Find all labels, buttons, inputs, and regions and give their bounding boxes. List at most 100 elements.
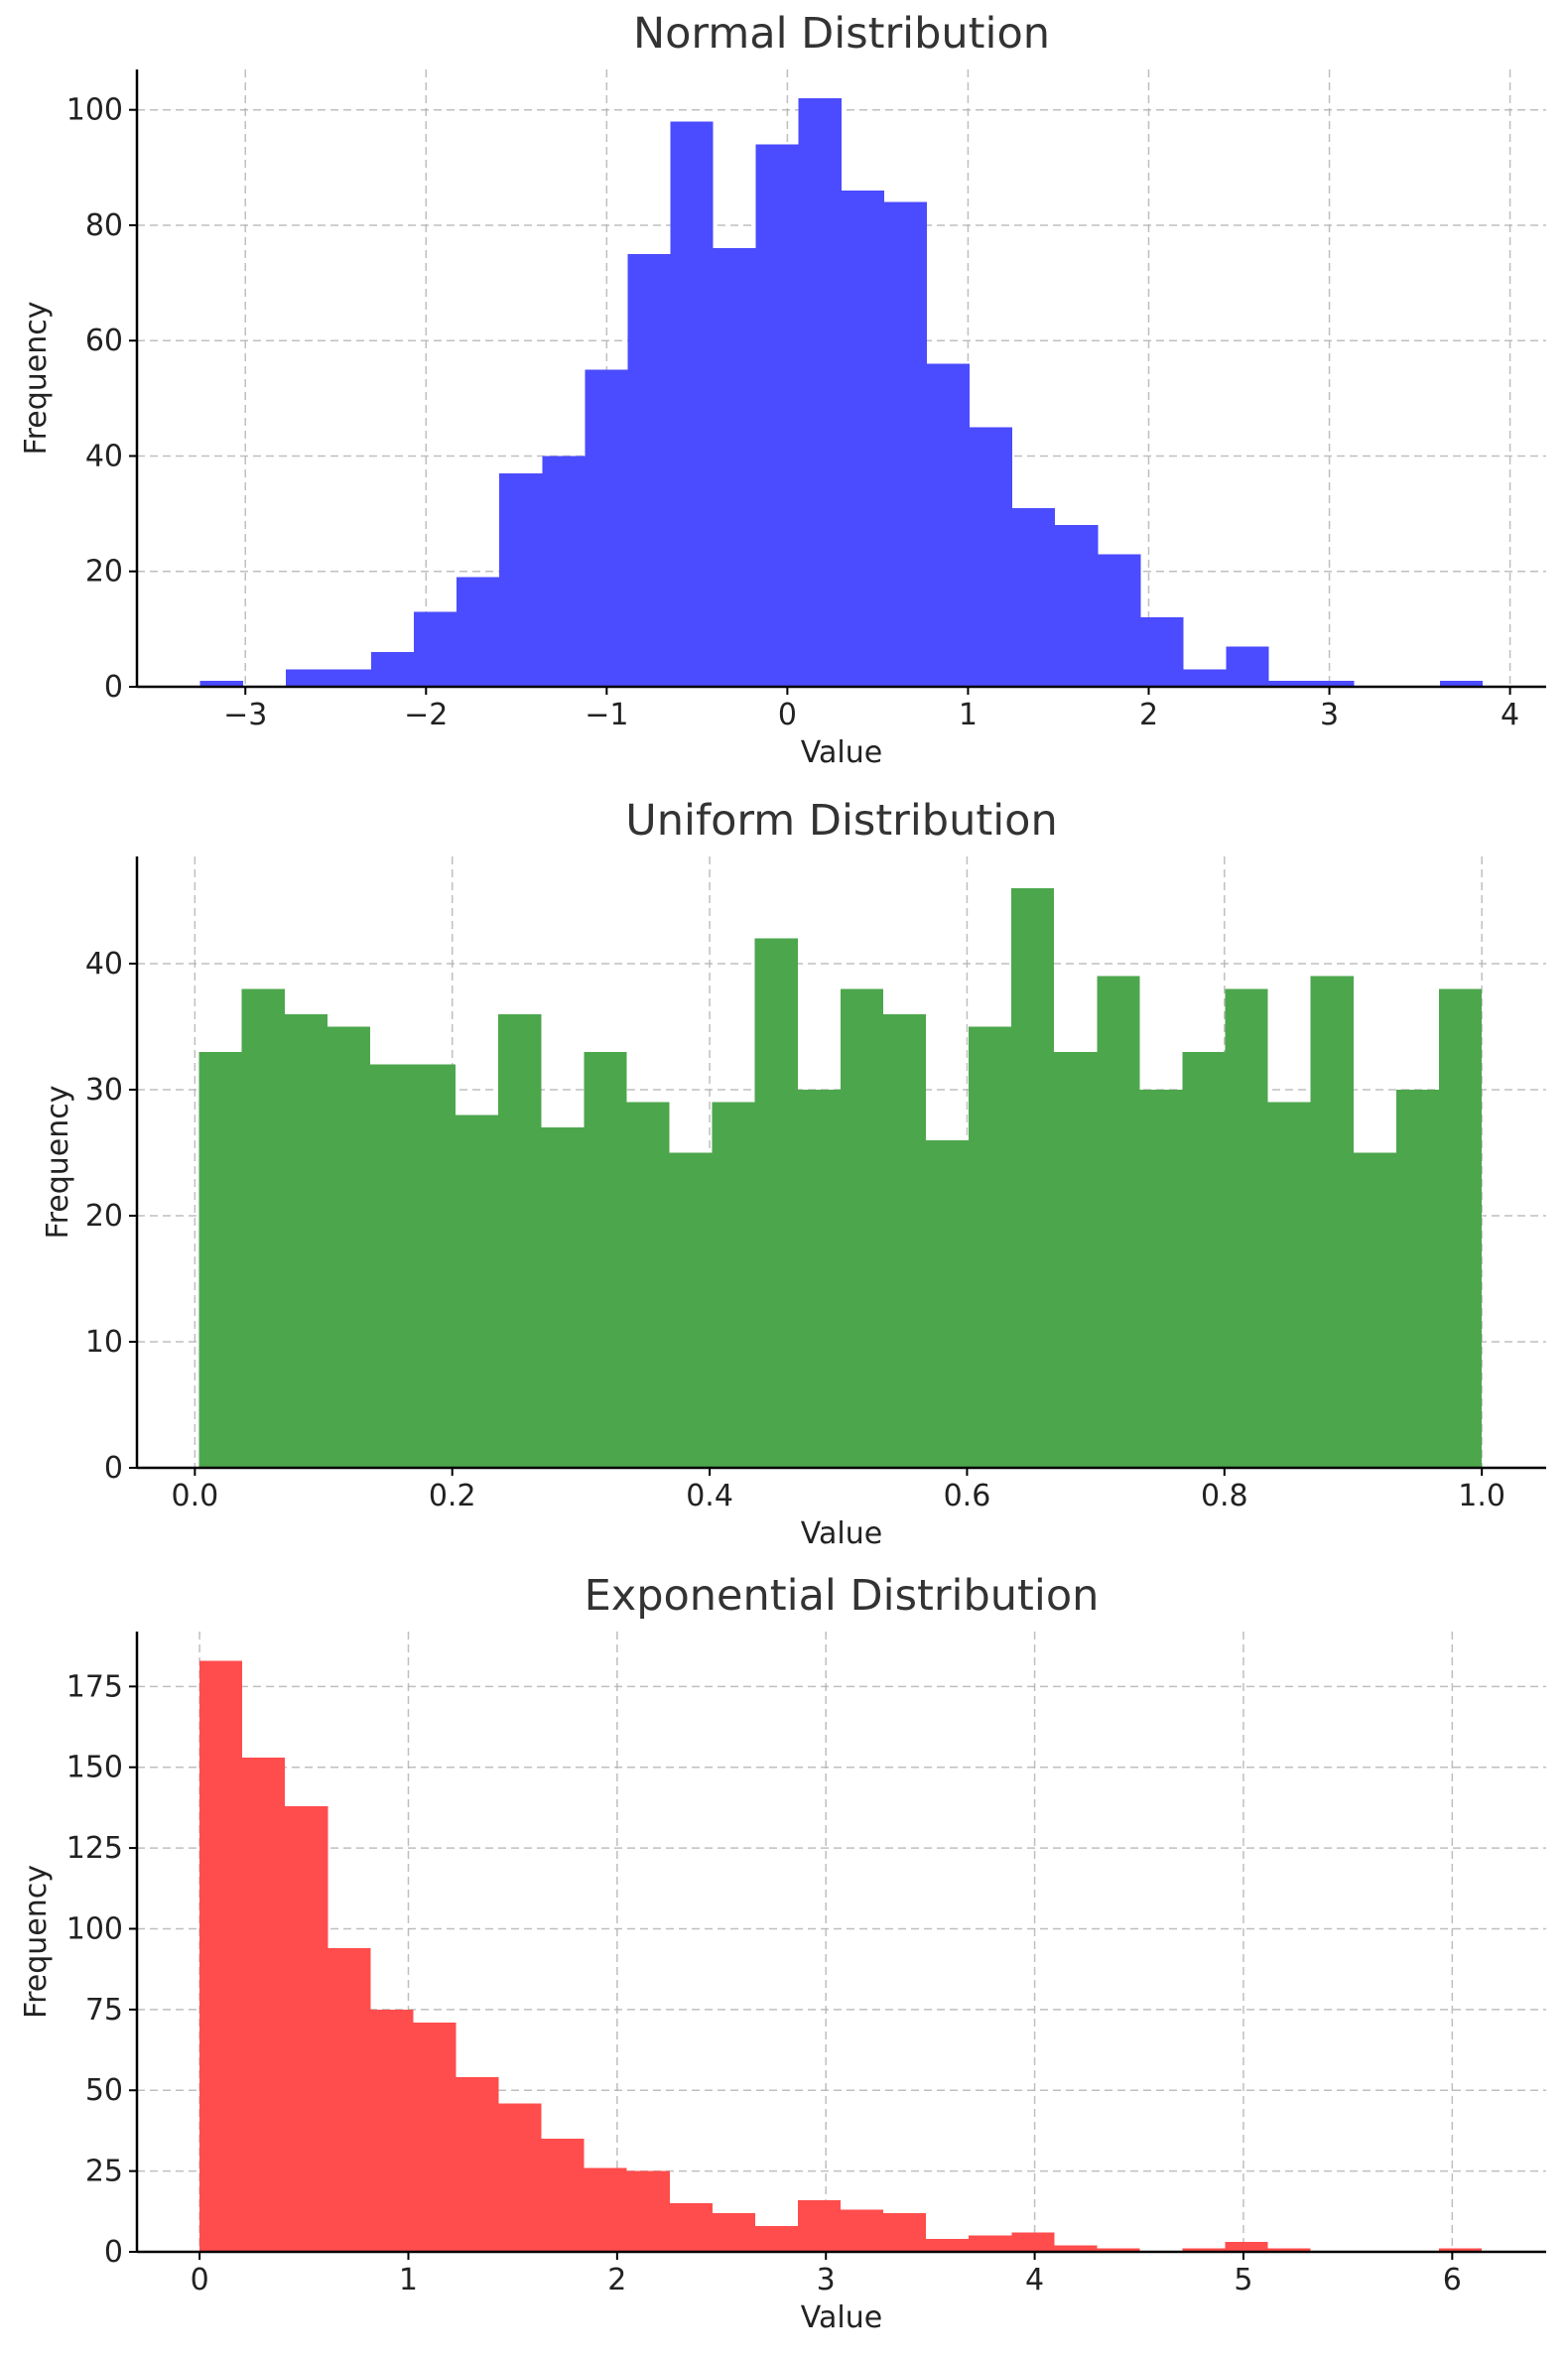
chart-0-bar-10 [627, 254, 671, 687]
chart-1-ytick-label-2: 20 [85, 1199, 123, 1234]
chart-2-ytick-label-1: 25 [85, 2155, 123, 2189]
chart-2-bar-10 [626, 2170, 670, 2252]
chart-1-bar-3 [327, 1026, 370, 1468]
chart-0-xtick-label-6: 3 [1320, 698, 1339, 732]
chart-1-bar-2 [284, 1013, 327, 1468]
chart-1-xtick-label-2: 0.4 [686, 1479, 733, 1513]
chart-0-ytick-label-5: 100 [66, 93, 123, 128]
chart-1-bar-11 [669, 1152, 713, 1468]
chart-2-xtick-label-3: 3 [817, 2263, 836, 2297]
chart-0-bar-0 [199, 681, 243, 687]
chart-1-xtick-label-1: 0.2 [429, 1479, 476, 1513]
chart-1-xtick-label-0: 0.0 [171, 1479, 218, 1513]
chart-0-ytick-label-4: 80 [85, 208, 123, 243]
chart-2-ytick-label-7: 175 [66, 1669, 123, 1704]
chart-0-xtick-label-4: 1 [959, 698, 978, 732]
chart-2-title: Exponential Distribution [585, 1571, 1100, 1621]
chart-1-bar-22 [1139, 1089, 1183, 1468]
chart-0-bar-9 [585, 369, 628, 687]
chart-1-bar-24 [1225, 988, 1268, 1468]
chart-1-bar-20 [1054, 1051, 1098, 1468]
chart-2-bar-12 [712, 2212, 755, 2252]
chart-0-ylabel: Frequency [19, 302, 54, 456]
chart-2-ytick-label-4: 100 [66, 1911, 123, 1946]
chart-0-bar-6 [457, 577, 500, 687]
chart-2-bar-4 [370, 2009, 414, 2252]
chart-exponential-distribution: 0 1 2 3 4 5 6 0 25 50 75 100 125 150 175 Exponential Di… [19, 1571, 1546, 2335]
chart-2-bar-7 [498, 2103, 542, 2252]
chart-0-title: Normal Distribution [633, 9, 1050, 59]
chart-2-bar-0 [199, 1660, 243, 2252]
chart-1-bar-9 [584, 1051, 627, 1468]
chart-2-xtick-label-0: 0 [191, 2263, 209, 2297]
chart-1-bar-19 [1011, 887, 1055, 1468]
chart-1-ytick-label-1: 10 [85, 1325, 123, 1360]
chart-2-xtick-label-5: 5 [1234, 2263, 1252, 2297]
chart-2-bar-21 [1097, 2248, 1140, 2252]
chart-2-xlabel: Value [801, 2300, 882, 2335]
chart-2-bar-5 [413, 2022, 457, 2252]
chart-0-xtick-label-7: 4 [1501, 698, 1519, 732]
chart-0-bar-16 [883, 201, 927, 687]
chart-1-ytick-label-0: 0 [104, 1451, 123, 1486]
chart-1-bar-1 [241, 988, 285, 1468]
chart-2-ytick-label-3: 75 [85, 1993, 123, 2028]
chart-1-bar-14 [797, 1089, 841, 1468]
chart-0-bar-14 [798, 98, 842, 687]
chart-2-ylabel: Frequency [19, 1865, 54, 2019]
chart-0-ytick-label-3: 60 [85, 324, 123, 358]
chart-1-bar-16 [882, 1013, 926, 1468]
chart-2-bar-9 [584, 2167, 627, 2252]
chart-0-bar-23 [1183, 669, 1227, 687]
chart-2-bar-14 [797, 2199, 842, 2252]
chart-1-bar-21 [1097, 976, 1140, 1468]
chart-0-bar-8 [542, 456, 586, 687]
chart-1-bar-23 [1182, 1051, 1226, 1468]
chart-2-bar-8 [541, 2139, 585, 2252]
chart-1-xtick-label-5: 1.0 [1458, 1479, 1505, 1513]
chart-1-xtick-label-3: 0.6 [944, 1479, 991, 1513]
chart-1-bar-10 [626, 1102, 670, 1468]
chart-1-bar-18 [969, 1026, 1012, 1468]
chart-0-bar-2 [285, 669, 328, 687]
chart-0-bar-7 [499, 472, 543, 687]
chart-2-bar-13 [754, 2225, 798, 2252]
chart-1-bar-15 [840, 988, 883, 1468]
chart-1-bar-27 [1353, 1152, 1396, 1468]
chart-0-ytick-label-1: 20 [85, 555, 123, 590]
chart-0-xtick-label-1: −2 [404, 698, 448, 732]
chart-0-bar-29 [1439, 681, 1483, 687]
chart-0-bar-3 [327, 669, 372, 687]
chart-2-bar-24 [1225, 2242, 1268, 2252]
chart-1-bar-25 [1267, 1102, 1311, 1468]
chart-2-ytick-label-5: 125 [66, 1831, 123, 1866]
chart-2-bar-16 [883, 2212, 927, 2252]
chart-2-xtick-label-1: 1 [399, 2263, 418, 2297]
chart-2-ytick-label-2: 50 [85, 2073, 123, 2108]
chart-1-title: Uniform Distribution [625, 796, 1057, 846]
chart-1-ytick-label-3: 30 [85, 1073, 123, 1108]
chart-1-bar-17 [925, 1139, 970, 1468]
chart-2-bar-2 [285, 1805, 328, 2252]
chart-2-ytick-label-0: 0 [104, 2235, 123, 2270]
chart-2-bar-18 [969, 2235, 1012, 2252]
chart-2-bar-11 [669, 2203, 713, 2252]
chart-2-bar-20 [1054, 2245, 1098, 2252]
chart-2-ytick-label-6: 150 [66, 1751, 123, 1785]
chart-0-xtick-label-3: 0 [778, 698, 797, 732]
chart-0-bar-15 [841, 191, 884, 687]
chart-0-xtick-label-5: 2 [1139, 698, 1158, 732]
chart-0-bar-18 [970, 427, 1013, 687]
chart-1-ytick-label-4: 40 [85, 947, 123, 982]
chart-2-bar-1 [242, 1757, 286, 2252]
chart-0-bar-24 [1226, 646, 1269, 687]
chart-1-bar-29 [1438, 988, 1483, 1468]
chart-0-bar-5 [414, 611, 457, 687]
chart-1-bar-0 [198, 1051, 242, 1468]
chart-2-bar-25 [1267, 2248, 1311, 2252]
chart-2-bar-23 [1182, 2248, 1226, 2252]
chart-2-xtick-label-2: 2 [607, 2263, 626, 2297]
chart-2-bar-19 [1011, 2232, 1055, 2252]
